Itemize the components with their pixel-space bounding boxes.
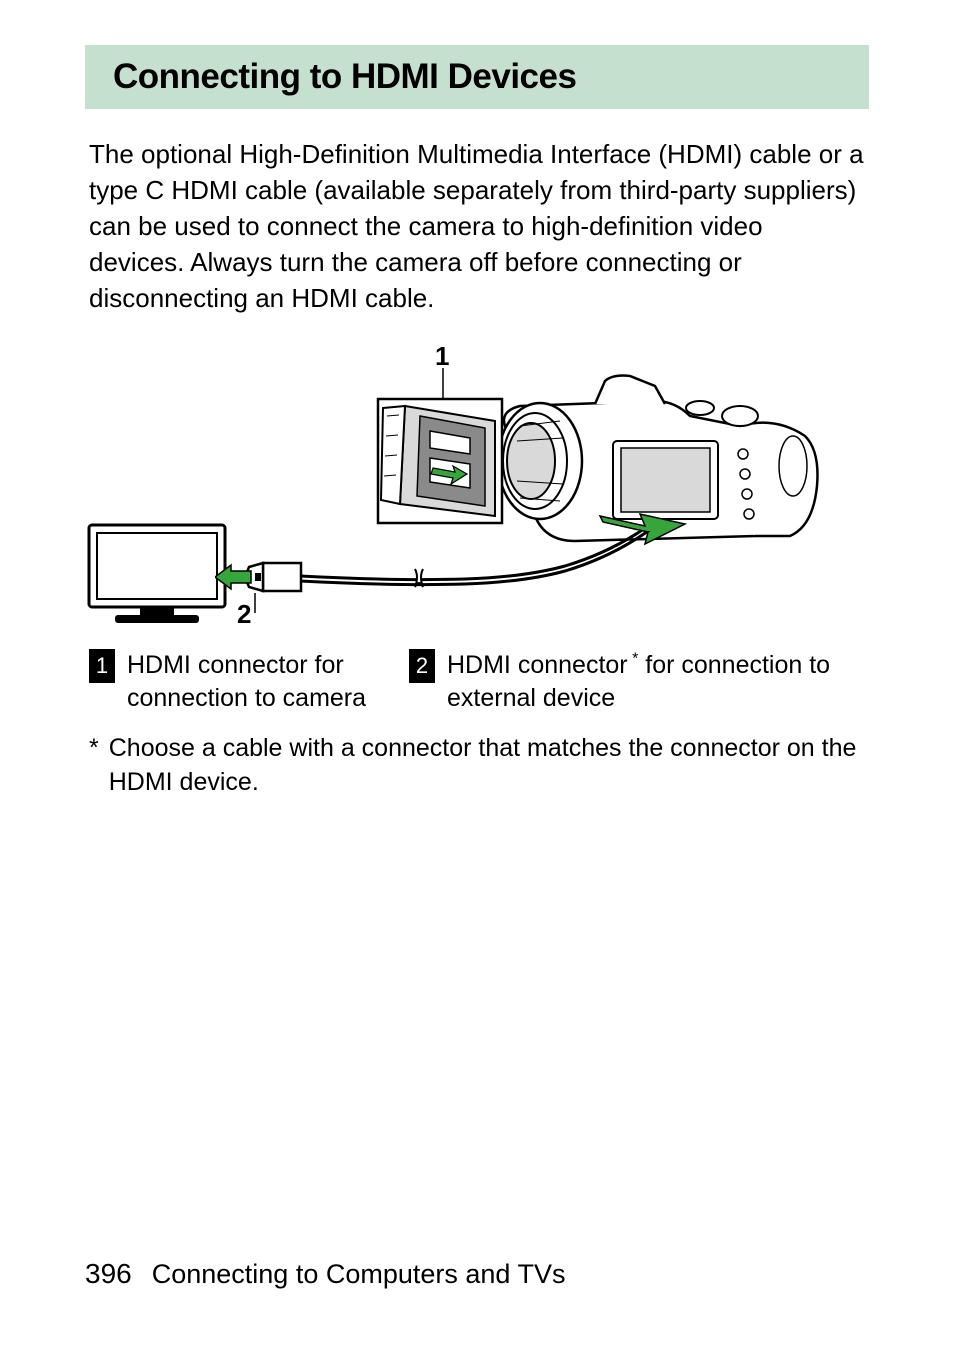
- hdmi-cable-icon: [215, 531, 685, 626]
- footnote: * Choose a cable with a connector that m…: [85, 732, 869, 800]
- footnote-marker: *: [628, 651, 639, 668]
- diagram-callout-2: 2: [237, 599, 251, 630]
- legend-text-1: HDMI connector for connection to camera: [127, 649, 389, 714]
- section-heading: Connecting to HDMI Devices: [85, 45, 869, 109]
- footnote-star: *: [89, 732, 99, 800]
- page-footer: 396 Connecting to Computers and TVs: [85, 1258, 565, 1290]
- legend-item-1: 1 HDMI connector for connection to camer…: [89, 649, 389, 714]
- legend-num-2: 2: [409, 649, 435, 683]
- body-paragraph: The optional High-Definition Multimedia …: [85, 137, 869, 316]
- connection-diagram: 1: [85, 341, 875, 641]
- section-title: Connecting to Computers and TVs: [152, 1259, 566, 1290]
- legend-text-2: HDMI connector * for connection to exter…: [447, 649, 865, 714]
- page-number: 396: [85, 1258, 132, 1290]
- footnote-text: Choose a cable with a connector that mat…: [109, 732, 865, 800]
- tv-icon: [85, 521, 230, 631]
- legend-row: 1 HDMI connector for connection to camer…: [85, 649, 869, 714]
- hdmi-port-detail-icon: [375, 396, 505, 526]
- heading-text: Connecting to HDMI Devices: [113, 57, 849, 97]
- legend-num-1: 1: [89, 649, 115, 683]
- legend-item-2: 2 HDMI connector * for connection to ext…: [409, 649, 865, 714]
